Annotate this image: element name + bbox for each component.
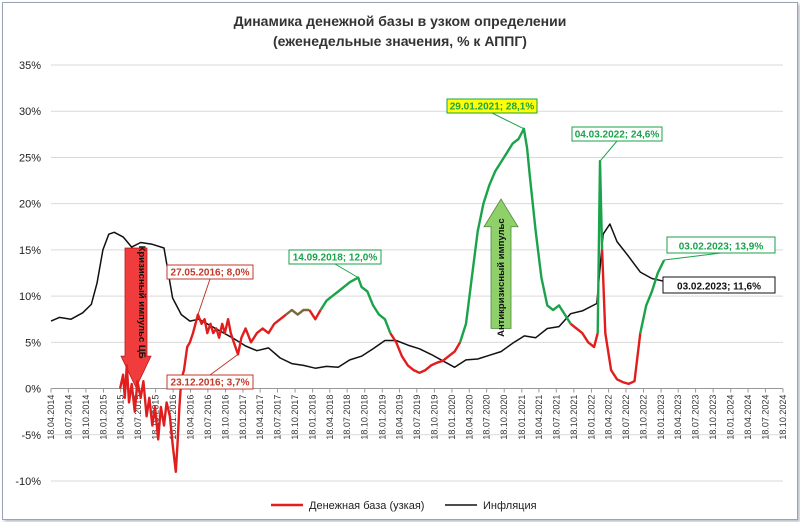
- x-tick-label: 18.10.2014: [81, 395, 91, 440]
- x-tick-label: 18.07.2016: [203, 395, 213, 440]
- legend: Денежная база (узкая) Инфляция: [271, 500, 537, 512]
- annotation-label: 04.03.2022; 24,6%: [575, 130, 660, 141]
- x-tick-label: 18.10.2018: [360, 395, 370, 440]
- impulse-arrows: Кризисный импульс ЦБ Антикризисный импуль…: [120, 198, 519, 389]
- x-tick-label: 18.04.2014: [46, 395, 56, 440]
- x-tick-label: 18.04.2021: [534, 395, 544, 440]
- legend-label-inflation: Инфляция: [483, 500, 537, 512]
- legend-label-money-base: Денежная база (узкая): [309, 500, 424, 512]
- x-tick-label: 18.07.2015: [133, 395, 143, 440]
- x-tick-label: 18.10.2022: [639, 395, 649, 440]
- anticrisis-arrow: [483, 198, 519, 329]
- x-tick-label: 18.01.2016: [168, 395, 178, 440]
- x-tick-label: 18.04.2018: [325, 395, 335, 440]
- annotation-box: [288, 249, 382, 265]
- x-tick-label: 18.01.2020: [447, 395, 457, 440]
- x-tick-label: 18.04.2023: [673, 395, 683, 440]
- x-tick-label: 18.01.2024: [726, 395, 736, 440]
- x-tick-label: 18.07.2021: [551, 395, 561, 440]
- x-tick-label: 18.10.2021: [569, 395, 579, 440]
- annotation-leader: [491, 112, 525, 130]
- anticrisis-arrow-label: Антикризисный импульс: [496, 218, 507, 337]
- inflation-line: [50, 223, 665, 369]
- money-base-line-segment: [596, 159, 604, 334]
- chart-title: Динамика денежной базы в узком определен…: [234, 13, 567, 29]
- money-base-line-segment: [285, 308, 310, 316]
- y-tick-label: 35%: [19, 60, 41, 72]
- crisis-arrow-label: Кризисный импульс ЦБ: [136, 246, 147, 359]
- annotation-box: [166, 374, 254, 390]
- x-tick-label: 18.07.2019: [412, 395, 422, 440]
- annotation-label: 14.09.2018; 12,0%: [293, 253, 378, 264]
- x-tick-label: 18.04.2022: [604, 395, 614, 440]
- annotation-box: [166, 264, 254, 280]
- annotation-label: 23.12.2016; 3,7%: [171, 378, 250, 389]
- x-tick-label: 18.01.2019: [377, 395, 387, 440]
- annotation-box: [662, 276, 776, 294]
- y-tick-label: 15%: [19, 245, 41, 257]
- x-tick-label: 18.04.2017: [255, 395, 265, 440]
- chart-svg: Динамика денежной базы в узком определен…: [15, 13, 788, 512]
- x-tick-label: 18.10.2023: [708, 395, 718, 440]
- annotation-leader: [334, 263, 359, 279]
- chart-subtitle: (еженедельные значения, % к АППГ): [273, 33, 527, 49]
- x-tick-label: 18.07.2018: [342, 395, 352, 440]
- y-tick-label: 30%: [19, 106, 41, 118]
- x-tick-label: 18.07.2020: [482, 395, 492, 440]
- y-tick-label: 25%: [19, 152, 41, 164]
- data-annotations: 27.05.2016; 8,0% 23.12.2016; 3,7% 14.09.20…: [166, 98, 776, 390]
- x-tick-label: 18.01.2015: [98, 395, 108, 440]
- y-tick-label: 5%: [25, 337, 41, 349]
- x-tick-label: 18.04.2019: [394, 395, 404, 440]
- money-base-line-segment: [319, 276, 392, 334]
- x-tick-label: 18.01.2021: [517, 395, 527, 440]
- annotation-leader: [209, 353, 239, 376]
- annotation-box: [571, 126, 663, 142]
- x-tick-label: 18.07.2014: [63, 395, 73, 440]
- money-base-line-segment: [569, 322, 599, 349]
- x-tick-label: 18.07.2017: [273, 395, 283, 440]
- x-tick-label: 18.10.2017: [290, 395, 300, 440]
- x-tick-label: 18.10.2016: [220, 395, 230, 440]
- x-tick-label: 18.10.2024: [778, 395, 788, 440]
- money-base-line-segment: [389, 332, 462, 374]
- y-tick-label: 10%: [19, 291, 41, 303]
- x-tick-label: 18.01.2022: [586, 395, 596, 440]
- annotation-label: 03.02.2023; 11,6%: [677, 282, 761, 293]
- money-base-line-segment: [600, 249, 642, 386]
- x-tick-label: 18.01.2018: [308, 395, 318, 440]
- x-tick-label: 18.04.2020: [464, 395, 474, 440]
- money-base-line-segment: [308, 309, 322, 321]
- crisis-arrow: [120, 247, 152, 389]
- annotation-label: 29.01.2021; 28,1%: [450, 102, 535, 113]
- annotation-leader: [197, 278, 211, 315]
- annotation-box: [446, 98, 538, 114]
- annotation-leader: [599, 140, 618, 162]
- annotation-label: 27.05.2016; 8,0%: [171, 268, 250, 279]
- y-tick-label: -5%: [21, 430, 41, 442]
- x-tick-label: 18.04.2016: [185, 395, 195, 440]
- annotation-leader: [664, 252, 722, 261]
- y-tick-label: 20%: [19, 199, 41, 211]
- money-base-line-segment: [639, 259, 666, 334]
- x-tick-label: 18.10.2020: [499, 395, 509, 440]
- x-tick-label: 18.04.2015: [116, 395, 126, 440]
- y-tick-label: 0%: [25, 384, 41, 396]
- x-tick-label: 18.07.2024: [760, 395, 770, 440]
- x-tick-label: 18.07.2022: [621, 395, 631, 440]
- axes: -10% -5% 0% 5% 10% 15% 20% 25% 30% 35% 18.04.2014 1…: [15, 60, 788, 488]
- annotation-label: 03.02.2023; 13,9%: [679, 242, 764, 253]
- x-tick-label: 18.07.2023: [691, 395, 701, 440]
- money-base-line-segment: [458, 127, 572, 343]
- x-tick-label: 18.01.2023: [656, 395, 666, 440]
- x-tick-label: 18.04.2024: [743, 395, 753, 440]
- annotation-box: [666, 236, 776, 254]
- x-tick-label: 18.01.2017: [238, 395, 248, 440]
- y-tick-label: -10%: [15, 476, 41, 488]
- money-base-line-segment: [118, 313, 287, 473]
- x-tick-label: 18.10.2019: [429, 395, 439, 440]
